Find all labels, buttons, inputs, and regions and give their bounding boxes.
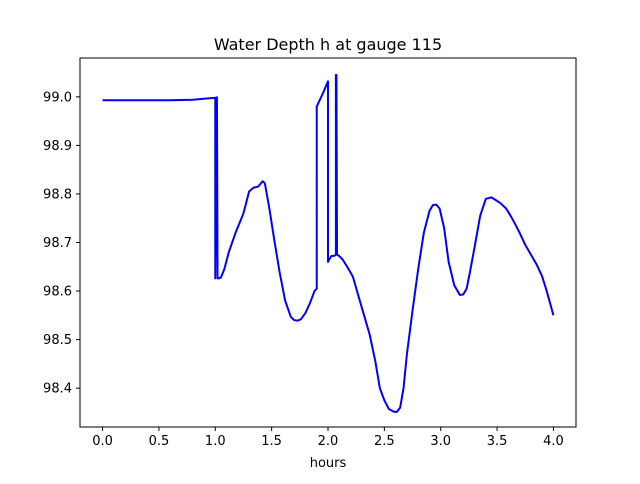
x-tick-label: 2.0 <box>318 434 339 449</box>
y-axis: 98.4 98.5 98.6 98.7 98.8 98.9 99.0 <box>43 90 80 397</box>
x-tick-label: 3.0 <box>430 434 451 449</box>
x-axis: 0.0 0.5 1.0 1.5 2.0 2.5 3.0 3.5 4.0 <box>92 427 564 449</box>
x-tick-label: 4.0 <box>543 434 564 449</box>
y-tick-label: 98.4 <box>43 382 72 397</box>
y-tick-label: 98.7 <box>43 236 72 251</box>
chart-title: Water Depth h at gauge 115 <box>214 35 442 54</box>
x-axis-label: hours <box>310 456 347 471</box>
x-tick-label: 1.5 <box>261 434 282 449</box>
y-tick-label: 98.6 <box>43 285 72 300</box>
y-tick-label: 98.9 <box>43 139 72 154</box>
x-tick-label: 2.5 <box>374 434 395 449</box>
y-tick-label: 98.8 <box>43 187 72 202</box>
x-tick-label: 1.0 <box>205 434 226 449</box>
series-line-0 <box>102 73 555 413</box>
y-tick-label: 98.5 <box>43 333 72 348</box>
x-tick-label: 0.5 <box>149 434 170 449</box>
y-tick-label: 99.0 <box>43 90 72 105</box>
x-tick-label: 3.5 <box>487 434 508 449</box>
x-tick-label: 0.0 <box>92 434 113 449</box>
